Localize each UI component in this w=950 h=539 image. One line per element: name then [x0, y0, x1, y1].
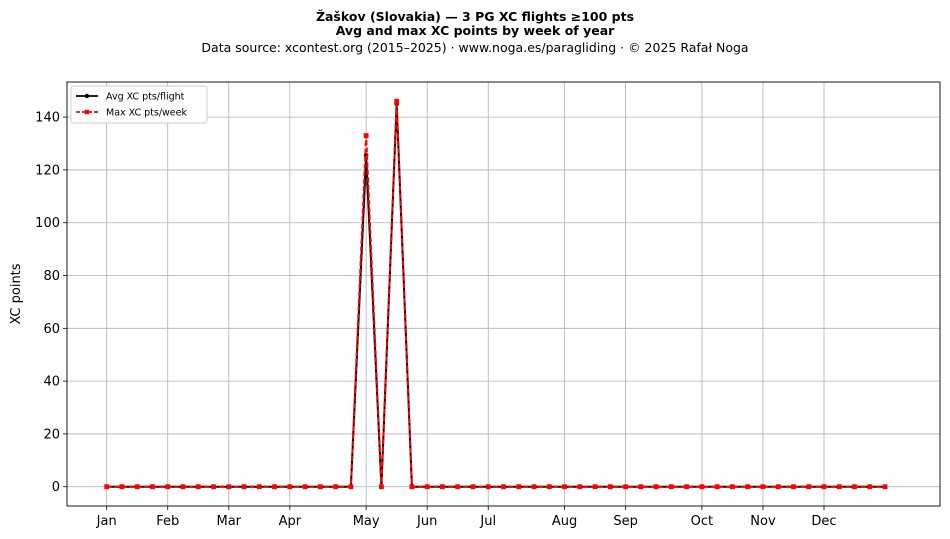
chart-subtitle: Avg and max XC points by week of year: [335, 23, 615, 38]
series-line-max: [106, 100, 886, 488]
legend-label-max: Max XC pts/week: [106, 108, 187, 119]
data-point-max: [836, 484, 842, 490]
data-point-max: [241, 484, 247, 490]
data-point-max: [485, 484, 491, 490]
y-tick-label: 0: [52, 480, 60, 495]
data-point-max: [516, 484, 522, 490]
data-point-max: [424, 484, 430, 490]
x-tick-label: Feb: [156, 514, 179, 529]
data-point-max: [867, 484, 873, 490]
legend-label-avg: Avg XC pts/flight: [106, 92, 185, 103]
data-point-max: [226, 484, 232, 490]
x-tick-label: Dec: [811, 514, 836, 529]
series-lines: [104, 98, 888, 490]
data-point-max: [272, 484, 277, 490]
x-tick-label: Jul: [479, 514, 496, 529]
data-point-max: [760, 484, 766, 490]
x-tick-label: Mar: [217, 514, 242, 529]
data-point-max: [806, 484, 812, 490]
data-point-max: [775, 484, 781, 490]
data-point-max: [348, 484, 354, 490]
data-point-max: [333, 484, 339, 490]
data-point-max: [653, 484, 659, 490]
y-tick-label: 120: [35, 163, 60, 178]
x-tick-label: Jan: [96, 514, 117, 529]
data-source-line: Data source: xcontest.org (2015–2025) · …: [201, 40, 749, 55]
data-point-max: [180, 484, 186, 490]
data-point-max: [699, 484, 705, 490]
data-point-max: [852, 484, 857, 490]
data-point-max: [668, 484, 674, 490]
data-point-max: [623, 484, 628, 490]
x-tick-label: Nov: [750, 514, 776, 529]
data-point-max: [317, 484, 323, 490]
data-point-max: [165, 484, 171, 490]
data-point-max: [607, 484, 613, 490]
data-point-max: [150, 484, 155, 490]
data-point-max: [592, 484, 598, 490]
y-tick-label: 140: [35, 111, 60, 126]
y-axis-label: XC points: [9, 263, 24, 324]
grid-lines: [67, 82, 940, 506]
data-point-max: [302, 484, 308, 490]
x-axis: Jan Feb Mar Apr May Jun Jul Aug Sep Oct Nov Dec: [96, 506, 837, 529]
data-point-max: [287, 484, 293, 490]
x-tick-label: Apr: [279, 514, 302, 529]
data-point-max: [730, 484, 735, 490]
data-point-max: [714, 484, 720, 490]
title-block: Žaškov (Slovakia) — 3 PG XC flights ≥100…: [0, 10, 950, 56]
y-tick-label: 40: [43, 375, 60, 390]
data-point-max: [134, 484, 140, 490]
y-tick-label: 60: [43, 322, 60, 337]
y-tick-label: 100: [35, 216, 60, 231]
data-point-max: [882, 484, 888, 490]
data-point-max: [104, 484, 110, 490]
data-point-max: [577, 484, 583, 490]
x-tick-label: Oct: [691, 514, 713, 529]
data-point-max: [409, 484, 415, 490]
legend-marker-max: [84, 109, 90, 115]
y-axis: 0 20 40 60 80 100 120 140: [35, 111, 67, 495]
x-tick-label: Jun: [416, 514, 437, 529]
data-point-max: [791, 484, 796, 490]
x-tick-label: May: [353, 514, 380, 529]
y-tick-label: 20: [43, 427, 60, 442]
data-point-max: [684, 484, 690, 490]
data-point-max: [638, 484, 644, 490]
data-point-max: [256, 484, 262, 490]
data-point-max: [501, 484, 506, 490]
data-point-max: [455, 484, 461, 490]
y-tick-label: 80: [43, 269, 60, 284]
chart-title: Žaškov (Slovakia) — 3 PG XC flights ≥100…: [315, 9, 635, 24]
x-tick-label: Aug: [552, 514, 577, 529]
x-tick-label: Sep: [613, 514, 638, 529]
data-point-max: [440, 484, 445, 490]
data-point-max: [363, 133, 369, 138]
data-point-max: [821, 484, 827, 490]
data-point-max: [745, 484, 751, 490]
legend-box: [70, 85, 208, 124]
data-point-max: [211, 484, 216, 490]
data-point-max: [394, 98, 400, 104]
data-point-max: [379, 484, 384, 490]
legend-marker-avg: [84, 93, 90, 99]
data-point-max: [119, 484, 125, 490]
data-point-max: [195, 484, 201, 490]
series-line-avg: [106, 102, 886, 488]
data-point-max: [470, 484, 476, 490]
data-point-max: [531, 484, 537, 490]
data-point-max: [562, 484, 567, 490]
legend: Avg XC pts/flight Max XC pts/week: [70, 85, 208, 124]
plot-frame: [66, 81, 941, 507]
data-point-max: [546, 484, 552, 490]
